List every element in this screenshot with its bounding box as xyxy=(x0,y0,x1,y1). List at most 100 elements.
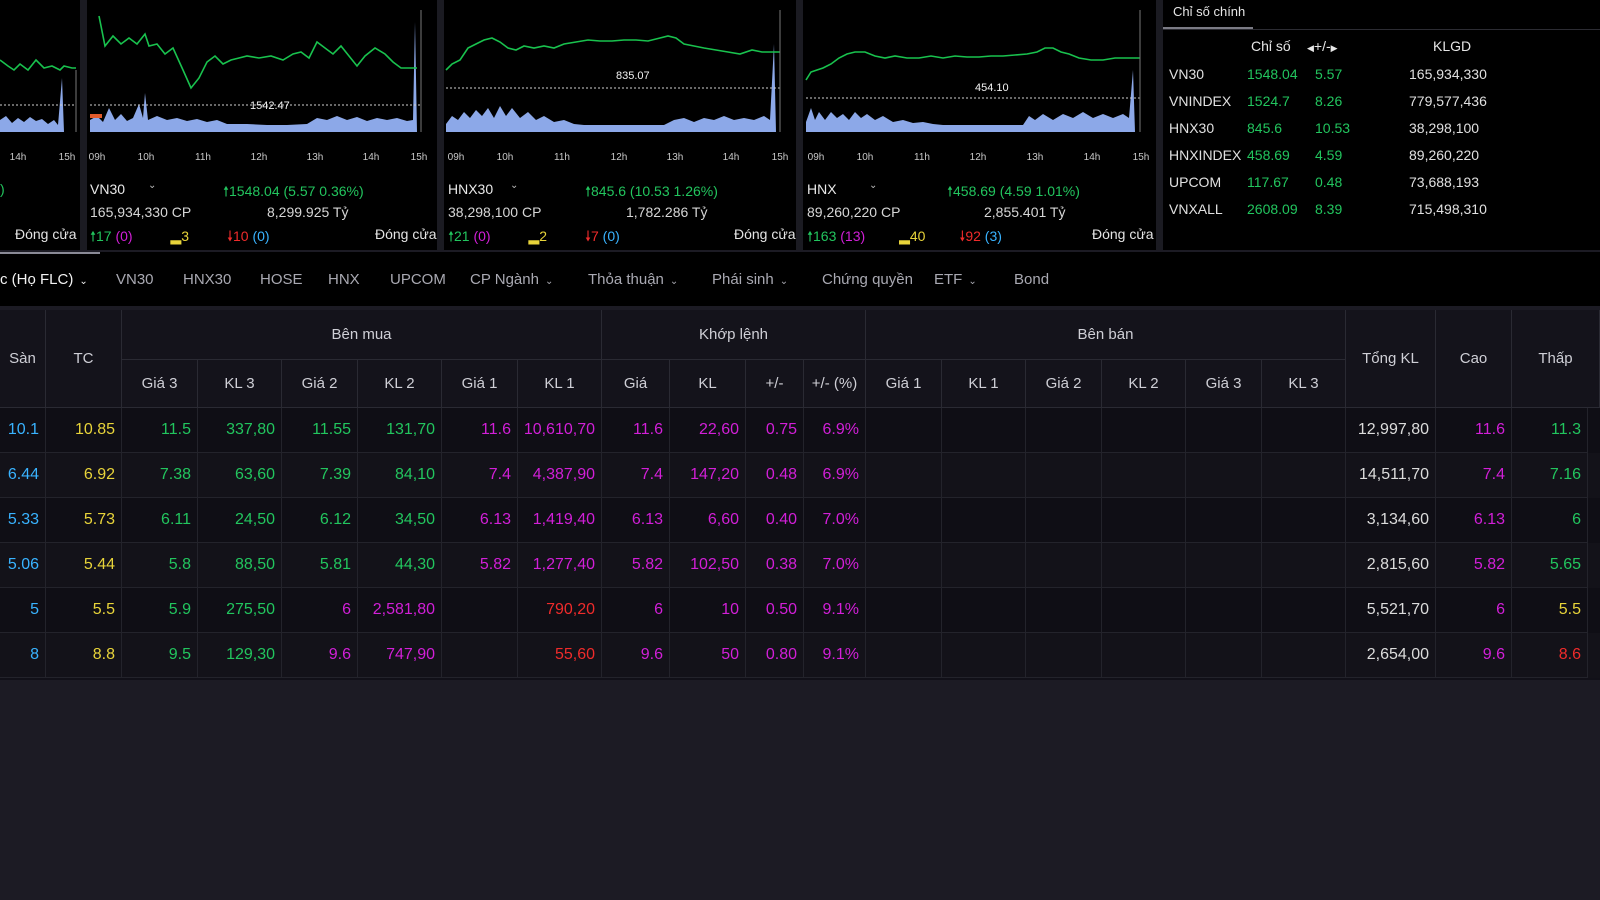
cell-floor[interactable]: 6.44 xyxy=(0,453,46,498)
cell-ref[interactable]: 8.8 xyxy=(46,633,122,678)
col-header-floor[interactable]: Sàn xyxy=(0,310,46,408)
cell-low[interactable]: 11.3 xyxy=(1512,408,1588,453)
cell-match[interactable]: 147,20 xyxy=(670,453,746,498)
index-row[interactable]: HNX30 845.6 10.53 38,298,100 xyxy=(1163,116,1600,142)
index-row[interactable]: VNINDEX 1524.7 8.26 779,577,436 xyxy=(1163,89,1600,115)
cell-buy[interactable]: 337,80 xyxy=(198,408,282,453)
cell-sell[interactable] xyxy=(1262,543,1346,588)
cell-sell[interactable] xyxy=(942,498,1026,543)
col-header-sell[interactable]: KL 3 xyxy=(1262,360,1346,408)
cell-sell[interactable] xyxy=(1262,453,1346,498)
cell-match[interactable]: 11.6 xyxy=(602,408,670,453)
cell-ref[interactable]: 10.85 xyxy=(46,408,122,453)
cell-sell[interactable] xyxy=(1026,633,1102,678)
cell-sell[interactable] xyxy=(1026,453,1102,498)
cell-ref[interactable]: 6.92 xyxy=(46,453,122,498)
cell-match[interactable]: 6.9% xyxy=(804,408,866,453)
cell-ref[interactable]: 5.73 xyxy=(46,498,122,543)
cell-buy[interactable]: 131,70 xyxy=(358,408,442,453)
tab-bond[interactable]: Bond xyxy=(1014,271,1049,288)
cell-buy[interactable]: 747,90 xyxy=(358,633,442,678)
chevron-down-icon[interactable]: ⌄ xyxy=(869,180,878,191)
cell-buy[interactable]: 4,387,90 xyxy=(518,453,602,498)
tab-cp-ng-nh[interactable]: CP Ngành ⌄ xyxy=(470,271,553,288)
cell-match[interactable]: 6,60 xyxy=(670,498,746,543)
cell-total[interactable]: 5,521,70 xyxy=(1346,588,1436,633)
cell-sell[interactable] xyxy=(866,633,942,678)
tab-c-h-flc[interactable]: c (Họ FLC) ⌄ xyxy=(0,271,88,288)
cell-sell[interactable] xyxy=(942,408,1026,453)
tab-ch-ng-quy-n[interactable]: Chứng quyền xyxy=(822,271,913,288)
chart-panel-hnx30[interactable]: 835.07 09h 10h 11h 12h 13h 14h 15h HNX30… xyxy=(444,0,796,250)
cell-match[interactable]: 0.38 xyxy=(746,543,804,588)
tab-upcom[interactable]: UPCOM xyxy=(390,271,446,288)
col-header-match[interactable]: +/- (%) xyxy=(804,360,866,408)
col-header-sell[interactable]: Giá 3 xyxy=(1186,360,1262,408)
cell-buy[interactable]: 88,50 xyxy=(198,543,282,588)
cell-total[interactable]: 3,134,60 xyxy=(1346,498,1436,543)
cell-sell[interactable] xyxy=(1262,633,1346,678)
cell-high[interactable]: 9.6 xyxy=(1436,633,1512,678)
col-header-match[interactable]: +/- xyxy=(746,360,804,408)
cell-match[interactable]: 0.50 xyxy=(746,588,804,633)
cell-sell[interactable] xyxy=(866,408,942,453)
col-header-buy[interactable]: KL 1 xyxy=(518,360,602,408)
chevron-down-icon[interactable]: ⌄ xyxy=(510,180,519,191)
index-row[interactable]: HNXINDEX 458.69 4.59 89,260,220 xyxy=(1163,143,1600,169)
cell-buy[interactable]: 7.39 xyxy=(282,453,358,498)
cell-high[interactable]: 6 xyxy=(1436,588,1512,633)
group-header-buy[interactable]: Bên mua xyxy=(122,310,602,360)
cell-high[interactable]: 7.4 xyxy=(1436,453,1512,498)
cell-sell[interactable] xyxy=(942,543,1026,588)
cell-buy[interactable]: 44,30 xyxy=(358,543,442,588)
cell-sell[interactable] xyxy=(1102,453,1186,498)
cell-sell[interactable] xyxy=(1102,543,1186,588)
col-header-match[interactable]: KL xyxy=(670,360,746,408)
cell-buy[interactable]: 6.12 xyxy=(282,498,358,543)
cell-total[interactable]: 12,997,80 xyxy=(1346,408,1436,453)
tab-ph-i-sinh[interactable]: Phái sinh ⌄ xyxy=(712,271,788,288)
cell-high[interactable]: 6.13 xyxy=(1436,498,1512,543)
col-header-buy[interactable]: Giá 2 xyxy=(282,360,358,408)
cell-sell[interactable] xyxy=(1026,588,1102,633)
cell-buy[interactable]: 2,581,80 xyxy=(358,588,442,633)
tab-hose[interactable]: HOSE xyxy=(260,271,303,288)
cell-match[interactable]: 0.75 xyxy=(746,408,804,453)
cell-floor[interactable]: 8 xyxy=(0,633,46,678)
cell-floor[interactable]: 5.06 xyxy=(0,543,46,588)
cell-sell[interactable] xyxy=(1026,408,1102,453)
cell-match[interactable]: 0.40 xyxy=(746,498,804,543)
table-row[interactable] xyxy=(0,588,1600,633)
col-header-high[interactable]: Cao xyxy=(1436,310,1512,408)
cell-sell[interactable] xyxy=(866,543,942,588)
cell-sell[interactable] xyxy=(1102,498,1186,543)
tab-hnx30[interactable]: HNX30 xyxy=(183,271,231,288)
cell-sell[interactable] xyxy=(866,498,942,543)
col-header-buy[interactable]: Giá 3 xyxy=(122,360,198,408)
cell-buy[interactable]: 55,60 xyxy=(518,633,602,678)
cell-match[interactable]: 7.0% xyxy=(804,543,866,588)
cell-sell[interactable] xyxy=(1186,633,1262,678)
cell-sell[interactable] xyxy=(866,453,942,498)
cell-low[interactable]: 6 xyxy=(1512,498,1588,543)
group-header-match[interactable]: Khớp lệnh xyxy=(602,310,866,360)
cell-ref[interactable]: 5.44 xyxy=(46,543,122,588)
cell-buy[interactable]: 11.55 xyxy=(282,408,358,453)
cell-match[interactable]: 0.80 xyxy=(746,633,804,678)
cell-high[interactable]: 11.6 xyxy=(1436,408,1512,453)
col-header-sell[interactable]: KL 1 xyxy=(942,360,1026,408)
cell-match[interactable]: 7.0% xyxy=(804,498,866,543)
cell-sell[interactable] xyxy=(942,453,1026,498)
cell-sell[interactable] xyxy=(1102,408,1186,453)
cell-total[interactable]: 2,654,00 xyxy=(1346,633,1436,678)
cell-sell[interactable] xyxy=(1186,453,1262,498)
cell-sell[interactable] xyxy=(1102,633,1186,678)
cell-sell[interactable] xyxy=(866,588,942,633)
cell-sell[interactable] xyxy=(1262,498,1346,543)
cell-match[interactable]: 10 xyxy=(670,588,746,633)
chevron-down-icon[interactable]: ⌄ xyxy=(148,180,157,191)
cell-buy[interactable]: 5.82 xyxy=(442,543,518,588)
table-row[interactable] xyxy=(0,498,1600,543)
cell-match[interactable]: 9.1% xyxy=(804,633,866,678)
cell-match[interactable]: 50 xyxy=(670,633,746,678)
